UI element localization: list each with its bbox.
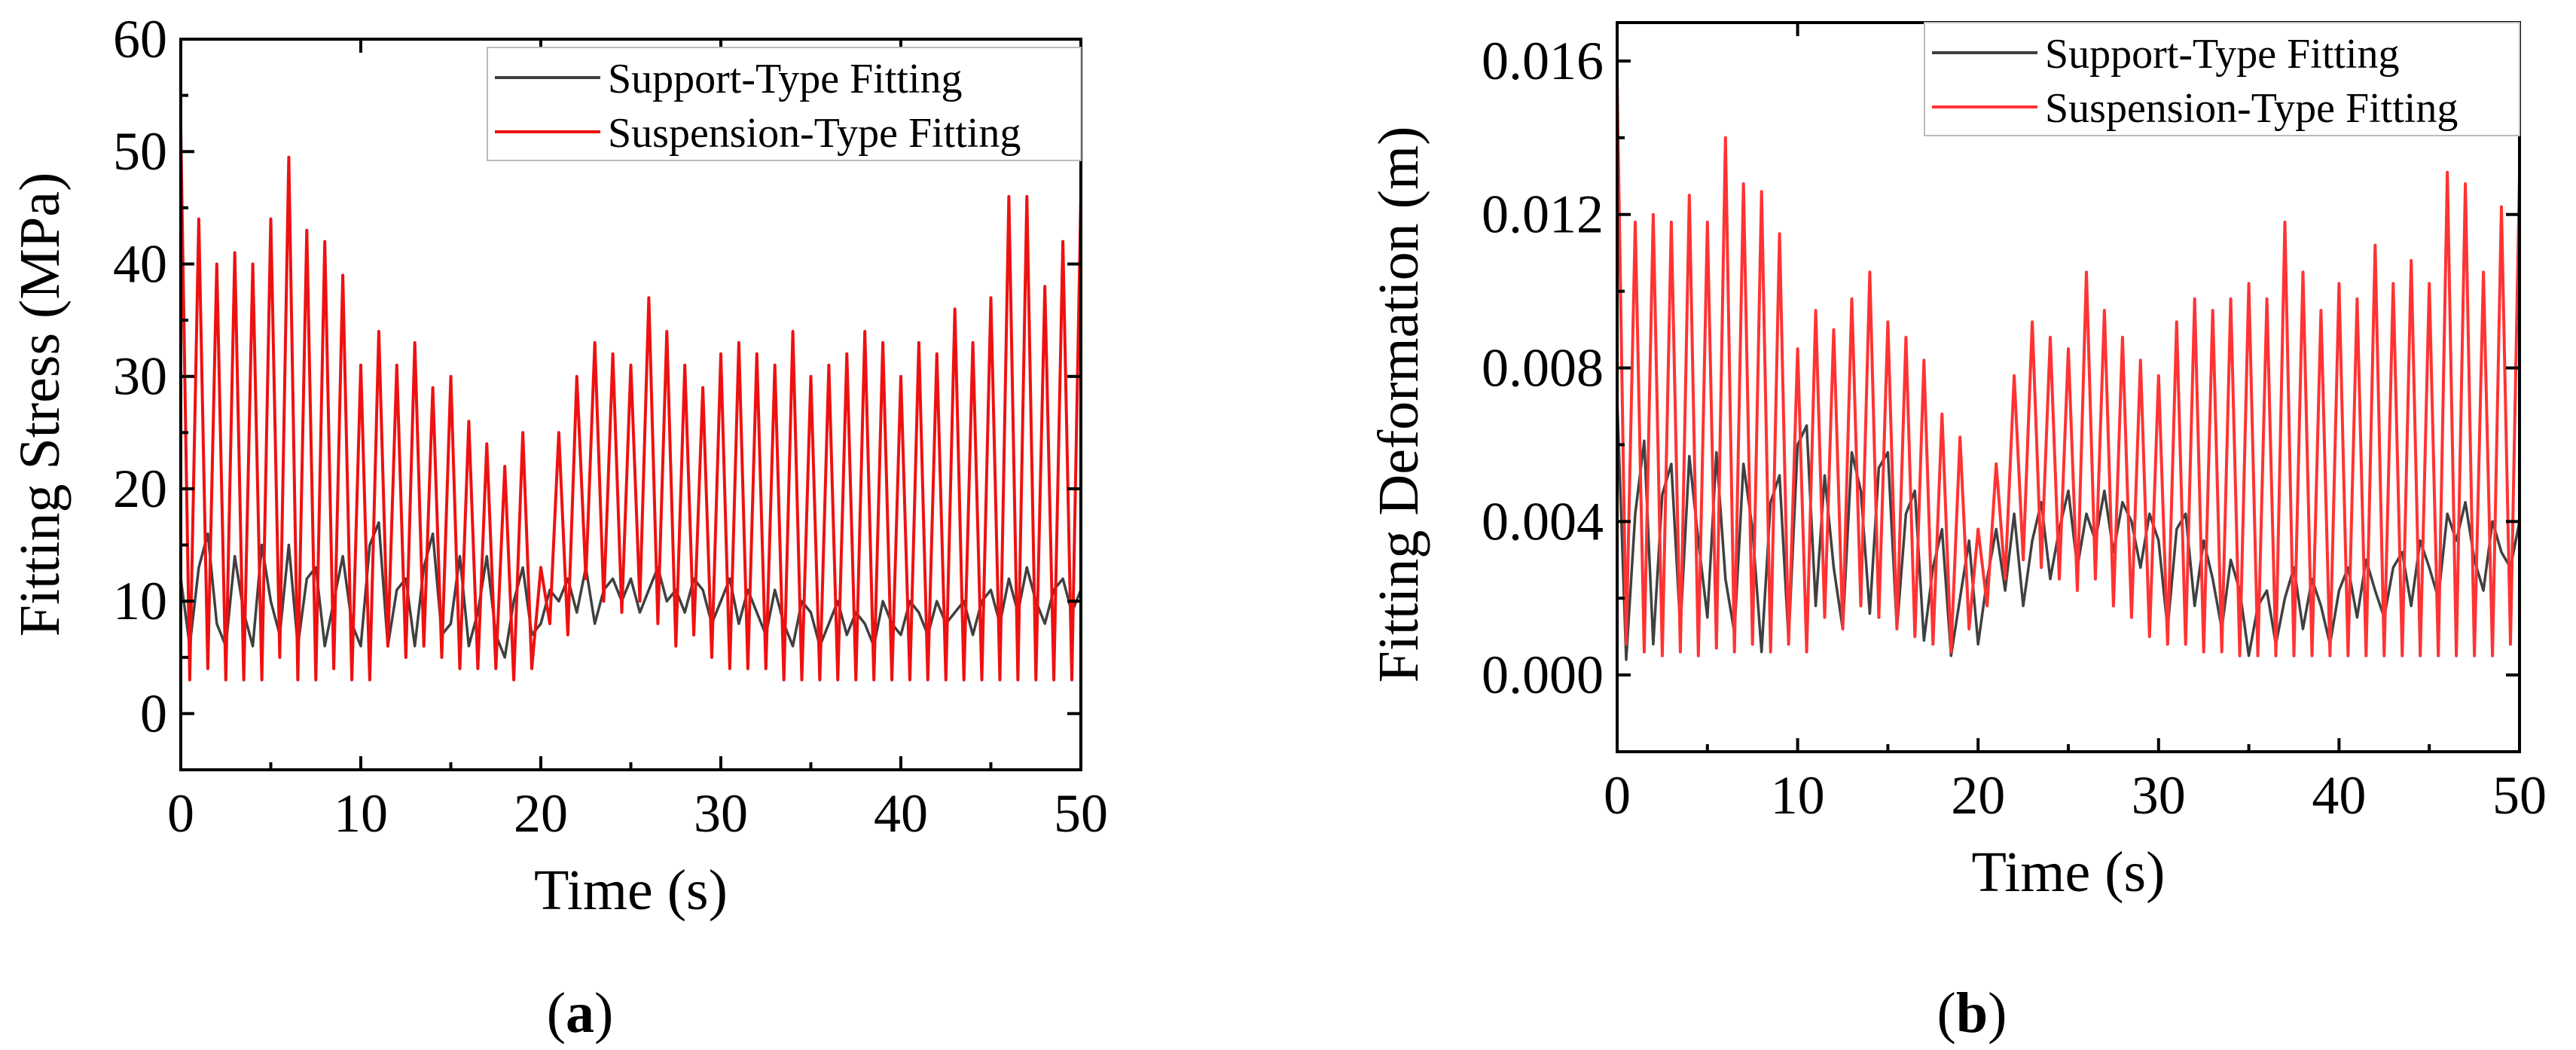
legend-label: Suspension-Type Fitting: [2045, 85, 2458, 132]
x-tick-label: 50: [1054, 783, 1108, 844]
chart-a: 0 10 20 30 40 50 0 10 20 30 40 50 60 Time (s) Fitting …: [8, 9, 1108, 1045]
y-tick-label: 0.016: [1482, 31, 1604, 91]
y-tick-label: 0.004: [1482, 491, 1604, 551]
x-axis-label: Time (s): [1972, 841, 2165, 904]
y-tick-label: 20: [113, 459, 167, 519]
x-tick-label: 10: [1771, 765, 1825, 826]
legend-box: [1924, 22, 2520, 136]
y-tick-label: 0.012: [1482, 185, 1604, 245]
legend-label: Support-Type Fitting: [608, 56, 963, 102]
y-tick-label: 50: [113, 121, 167, 182]
x-tick-label: 10: [334, 783, 388, 844]
y-tick-label: 0.000: [1482, 645, 1604, 705]
x-tick-label: 40: [2312, 765, 2366, 826]
y-tick-label: 0.008: [1482, 338, 1604, 398]
y-tick-label: 30: [113, 346, 167, 407]
x-tick-label: 20: [514, 783, 568, 844]
x-tick-label: 40: [874, 783, 928, 844]
x-tick-label: 30: [2132, 765, 2186, 826]
x-axis-label: Time (s): [534, 859, 728, 922]
subfigure-caption: (b): [1937, 981, 2007, 1045]
legend-label: Support-Type Fitting: [2045, 31, 2400, 78]
subfigure-caption: (a): [547, 981, 614, 1045]
series-line-suspension: [181, 129, 1081, 682]
chart-b: 0 10 20 30 40 50 0.000 0.004 0.008 0.012 0.016 Time…: [1367, 21, 2547, 1045]
y-axis-label: Fitting Stress (MPa): [8, 172, 72, 637]
legend-label: Suspension-Type Fitting: [608, 110, 1021, 157]
y-tick-label: 0: [140, 683, 167, 743]
legend: Support-Type Fitting Suspension-Type Fitt…: [487, 47, 1082, 161]
legend: Support-Type Fitting Suspension-Type Fitt…: [1924, 22, 2520, 136]
y-tick-label: 40: [113, 234, 167, 294]
y-axis-label: Fitting Deformation (m): [1367, 127, 1430, 683]
y-tick-label: 10: [113, 571, 167, 631]
legend-box: [487, 47, 1082, 161]
x-tick-label: 30: [694, 783, 748, 844]
y-tick-label: 60: [113, 9, 167, 69]
x-tick-label: 20: [1951, 765, 2005, 826]
x-tick-label: 0: [1604, 765, 1631, 826]
x-tick-label: 0: [167, 783, 194, 844]
series-line-suspension: [1617, 80, 2520, 658]
x-tick-label: 50: [2492, 765, 2547, 826]
